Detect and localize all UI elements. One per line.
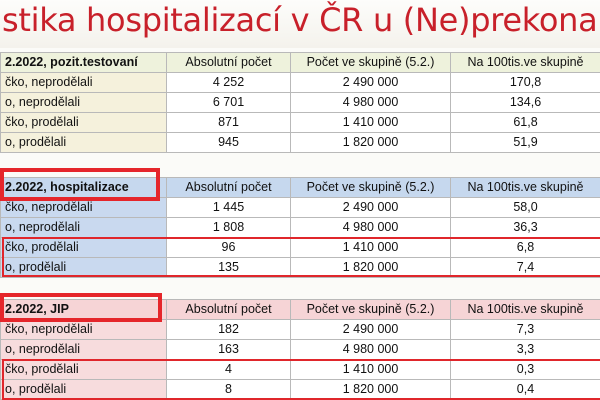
- column-header-per-100k: Na 100tis.ve skupině: [450, 177, 600, 198]
- cell-absolute: 8: [166, 379, 291, 400]
- column-header-absolute: Absolutní počet: [166, 177, 291, 198]
- table-row: čko, prodělali 96 1 410 000 6,8: [0, 237, 600, 258]
- cell-per-100k: 6,8: [450, 237, 600, 258]
- cell-group-size: 1 820 000: [290, 257, 451, 278]
- column-header-per-100k: Na 100tis.ve skupině: [450, 52, 600, 73]
- row-label: o, neprodělali: [0, 217, 167, 238]
- cell-group-size: 1 410 000: [290, 112, 451, 133]
- page-title: stika hospitalizací v ČR u (Ne)prekonan: [0, 0, 600, 48]
- table-header-row: 2.2022, JIP Absolutní počet Počet ve sku…: [0, 299, 600, 320]
- section-header-label: 2.2022, hospitalizace: [0, 177, 167, 198]
- highlight-box-icu-recovered-rows: [2, 359, 600, 400]
- column-header-group-size: Počet ve skupině (5.2.): [290, 52, 451, 73]
- row-label: čko, neprodělali: [0, 197, 167, 218]
- cell-absolute: 182: [166, 319, 291, 340]
- cell-group-size: 1 410 000: [290, 237, 451, 258]
- cell-absolute: 1 808: [166, 217, 291, 238]
- column-header-per-100k: Na 100tis.ve skupině: [450, 299, 600, 320]
- cell-group-size: 4 980 000: [290, 339, 451, 360]
- cell-per-100k: 170,8: [450, 72, 600, 93]
- table-hospitalization: 2.2022, hospitalizace Absolutní počet Po…: [0, 177, 600, 278]
- column-header-absolute: Absolutní počet: [166, 299, 291, 320]
- cell-group-size: 1 820 000: [290, 132, 451, 153]
- highlight-box-hospitalization-header: [0, 168, 160, 201]
- table-positive-tested: 2.2022, pozit.testovaní Absolutní počet …: [0, 52, 600, 153]
- cell-absolute: 1 445: [166, 197, 291, 218]
- row-label: čko, prodělali: [0, 112, 167, 133]
- table-row: čko, neprodělali 4 252 2 490 000 170,8: [0, 72, 600, 93]
- cell-absolute: 871: [166, 112, 291, 133]
- cell-absolute: 135: [166, 257, 291, 278]
- cell-per-100k: 58,0: [450, 197, 600, 218]
- highlight-box-hospitalization-recovered-rows: [2, 237, 600, 277]
- highlight-box-icu-header: [0, 293, 162, 322]
- row-label: o, neprodělali: [0, 339, 167, 360]
- table-row: o, prodělali 135 1 820 000 7,4: [0, 257, 600, 278]
- cell-per-100k: 7,3: [450, 319, 600, 340]
- row-label: o, prodělali: [0, 257, 167, 278]
- table-row: o, neprodělali 6 701 4 980 000 134,6: [0, 92, 600, 113]
- table-row: o, prodělali 945 1 820 000 51,9: [0, 132, 600, 153]
- row-label: čko, neprodělali: [0, 72, 167, 93]
- column-header-absolute: Absolutní počet: [166, 52, 291, 73]
- cell-per-100k: 36,3: [450, 217, 600, 238]
- row-label: o, neprodělali: [0, 92, 167, 113]
- cell-per-100k: 7,4: [450, 257, 600, 278]
- table-row: čko, prodělali 4 1 410 000 0,3: [0, 359, 600, 380]
- cell-per-100k: 0,3: [450, 359, 600, 380]
- row-label: čko, neprodělali: [0, 319, 167, 340]
- cell-group-size: 2 490 000: [290, 197, 451, 218]
- table-row: o, neprodělali 1 808 4 980 000 36,3: [0, 217, 600, 238]
- table-row: čko, prodělali 871 1 410 000 61,8: [0, 112, 600, 133]
- table-row: o, neprodělali 163 4 980 000 3,3: [0, 339, 600, 360]
- cell-group-size: 2 490 000: [290, 72, 451, 93]
- cell-group-size: 1 410 000: [290, 359, 451, 380]
- cell-group-size: 4 980 000: [290, 92, 451, 113]
- column-header-group-size: Počet ve skupině (5.2.): [290, 299, 451, 320]
- cell-absolute: 6 701: [166, 92, 291, 113]
- column-header-group-size: Počet ve skupině (5.2.): [290, 177, 451, 198]
- cell-per-100k: 51,9: [450, 132, 600, 153]
- row-label: o, prodělali: [0, 132, 167, 153]
- cell-absolute: 4: [166, 359, 291, 380]
- cell-per-100k: 134,6: [450, 92, 600, 113]
- row-label: o, prodělali: [0, 379, 167, 400]
- table-icu: 2.2022, JIP Absolutní počet Počet ve sku…: [0, 299, 600, 400]
- cell-per-100k: 61,8: [450, 112, 600, 133]
- cell-group-size: 4 980 000: [290, 217, 451, 238]
- table-row: čko, neprodělali 182 2 490 000 7,3: [0, 319, 600, 340]
- cell-absolute: 4 252: [166, 72, 291, 93]
- section-header-label: 2.2022, pozit.testovaní: [0, 52, 167, 73]
- cell-group-size: 2 490 000: [290, 319, 451, 340]
- table-header-row: 2.2022, pozit.testovaní Absolutní počet …: [0, 52, 600, 73]
- cell-absolute: 945: [166, 132, 291, 153]
- cell-absolute: 163: [166, 339, 291, 360]
- table-header-row: 2.2022, hospitalizace Absolutní počet Po…: [0, 177, 600, 198]
- cell-per-100k: 3,3: [450, 339, 600, 360]
